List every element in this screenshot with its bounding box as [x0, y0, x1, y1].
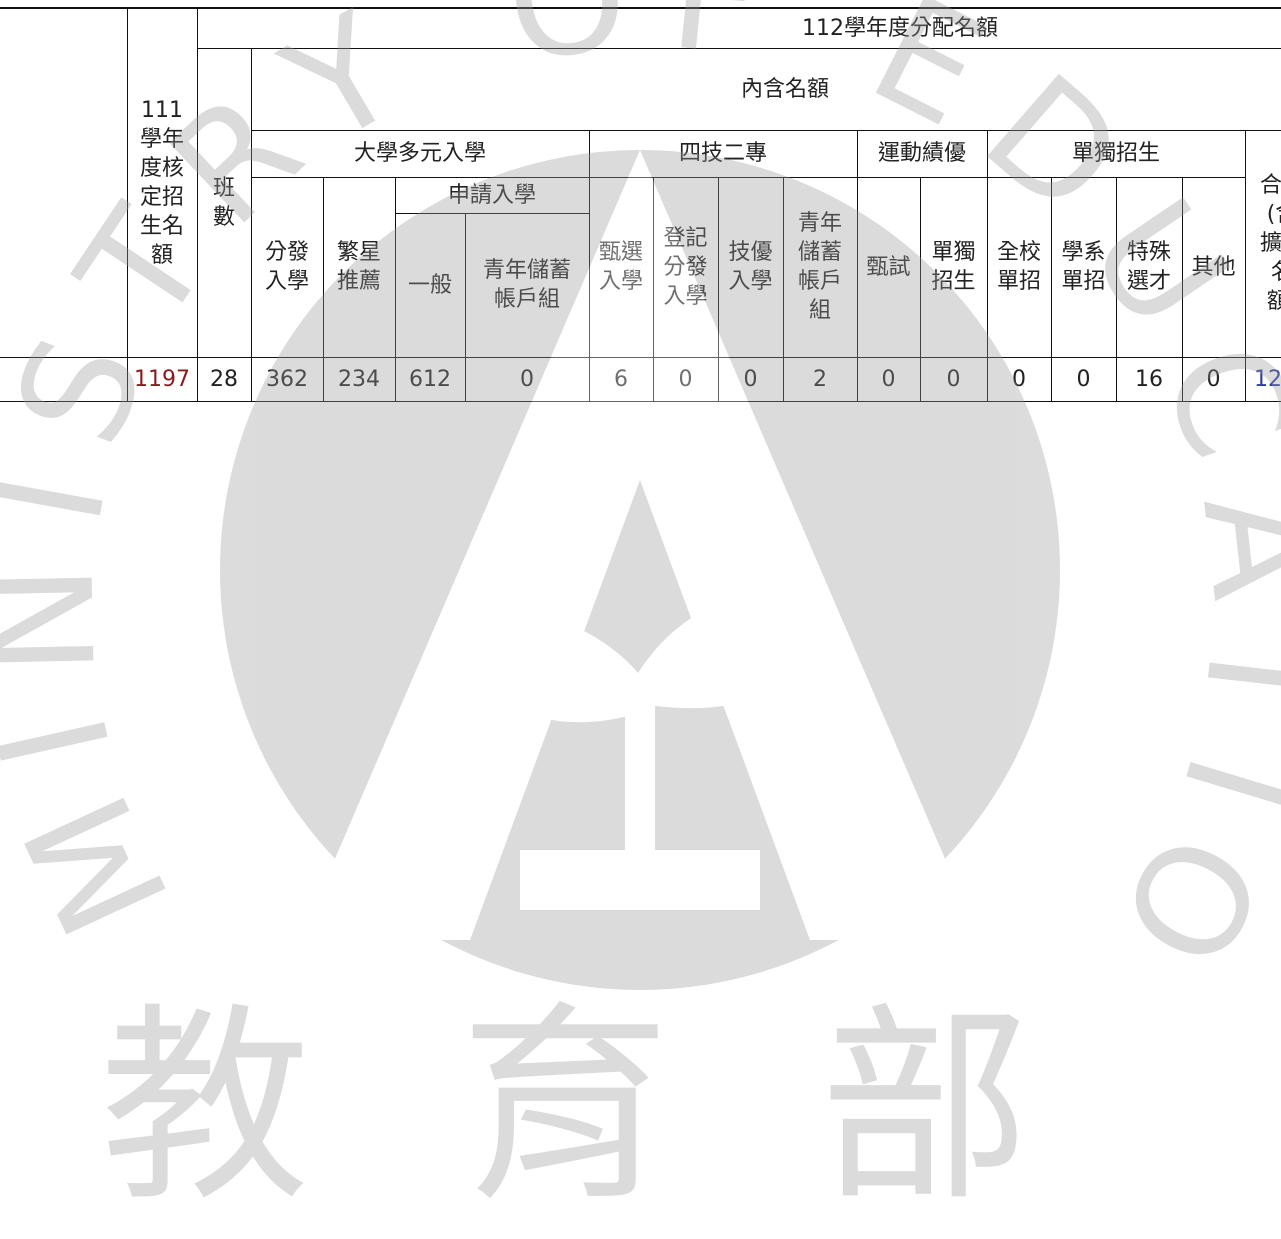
empty-cell: [0, 357, 128, 402]
header-cell-text: 內含名額: [740, 76, 829, 102]
data-cell: 0: [920, 357, 988, 402]
column-header: 青年儲蓄帳戶組: [465, 213, 590, 358]
group-header-text: 四技二專: [678, 141, 767, 166]
data-cell-text: 1232: [1254, 366, 1281, 392]
data-cell-text: 28: [210, 366, 238, 392]
data-cell-text: 0: [1012, 366, 1026, 392]
data-cell-text: 0: [1206, 366, 1221, 392]
column-header-text: 單獨招生: [931, 240, 976, 294]
column-header-text: 甄試: [866, 254, 911, 280]
data-cell: 16: [1116, 357, 1183, 402]
data-cell-text: 362: [266, 366, 308, 392]
group-header-text: 單獨招生: [1071, 141, 1160, 166]
group-header: 運動績優: [857, 130, 988, 178]
data-cell: 362: [251, 357, 324, 402]
data-cell: 0: [1051, 357, 1117, 402]
column-header: 其他: [1182, 177, 1246, 358]
data-cell: 0: [653, 357, 719, 402]
header-cell: 111學年度核定招生名額: [127, 8, 198, 358]
data-cell-text: 2: [813, 366, 827, 392]
group-header: 單獨招生: [987, 130, 1246, 178]
column-header-text: 一般: [407, 272, 452, 298]
column-header-text: 學系單招: [1061, 240, 1106, 294]
data-cell: 0: [1182, 357, 1246, 402]
header-cell-text: 111學年度核定招生名額: [139, 97, 184, 268]
column-header: 單獨招生: [920, 177, 988, 358]
header-cell: 內含名額: [251, 48, 1281, 131]
data-cell-text: 6: [614, 366, 628, 392]
data-cell: 234: [323, 357, 396, 402]
column-header: 全校單招: [987, 177, 1052, 358]
group-header: 四技二專: [589, 130, 858, 178]
data-cell-text: 0: [520, 366, 534, 392]
empty-header: [0, 8, 128, 358]
data-cell: 0: [718, 357, 784, 402]
column-header-text: 甄選入學: [598, 240, 643, 294]
column-header: 技優入學: [718, 177, 784, 358]
data-cell: 1197: [127, 357, 198, 402]
column-header-text: 分發入學: [264, 240, 309, 294]
data-cell: 0: [465, 357, 590, 402]
column-header: 分發入學: [251, 177, 324, 358]
data-cell-text: 612: [409, 366, 451, 392]
table-top-border: [0, 7, 1281, 9]
data-cell-text: 0: [946, 366, 961, 392]
column-header-text: 技優入學: [728, 240, 773, 294]
data-cell: 2: [783, 357, 858, 402]
data-cell-text: 0: [881, 366, 896, 392]
group-header-text: 大學多元入學: [353, 141, 486, 166]
data-cell-text: 0: [678, 366, 693, 392]
column-header-text: 青年儲蓄帳戶組: [797, 211, 842, 323]
header-cell-text: 班數: [212, 175, 235, 230]
column-header: 甄試: [857, 177, 921, 358]
column-header-text: 青年儲蓄帳戶組: [482, 258, 571, 312]
data-cell: 6: [589, 357, 654, 402]
data-cell-text: 0: [1076, 366, 1091, 392]
group-header: 大學多元入學: [251, 130, 590, 178]
data-cell: 1232: [1245, 357, 1281, 402]
column-header-text: 全校單招: [996, 240, 1041, 294]
data-cell: 612: [395, 357, 466, 402]
group-header-text: 運動績優: [877, 141, 966, 166]
column-header-text: 登記分發入學: [663, 225, 708, 309]
column-header-text: 特殊選才: [1126, 240, 1171, 294]
header-cell-text: 合計(含擴充名額): [1259, 173, 1281, 314]
column-header-text: 其他: [1191, 254, 1236, 280]
group-header-text: 申請入學: [447, 182, 536, 208]
data-cell: 0: [987, 357, 1052, 402]
data-cell: 28: [197, 357, 252, 402]
header-cell: 班數: [197, 48, 252, 358]
column-header: 登記分發入學: [653, 177, 719, 358]
data-cell-text: 1197: [134, 366, 190, 392]
header-cell: 112學年度分配名額: [197, 8, 1281, 49]
column-header: 一般: [395, 213, 466, 358]
data-cell-text: 16: [1135, 366, 1163, 392]
data-cell: 0: [857, 357, 921, 402]
column-header: 青年儲蓄帳戶組: [783, 177, 858, 358]
header-cell-text: 112學年度分配名額: [802, 15, 998, 41]
column-header-text: 繁星推薦: [336, 240, 381, 294]
data-cell-text: 234: [338, 366, 380, 392]
data-cell-text: 0: [743, 366, 758, 392]
column-header: 繁星推薦: [323, 177, 396, 358]
column-header: 學系單招: [1051, 177, 1117, 358]
group-header: 申請入學: [395, 177, 590, 214]
header-cell: 合計(含擴充名額): [1245, 130, 1281, 358]
column-header: 特殊選才: [1116, 177, 1183, 358]
column-header: 甄選入學: [589, 177, 654, 358]
